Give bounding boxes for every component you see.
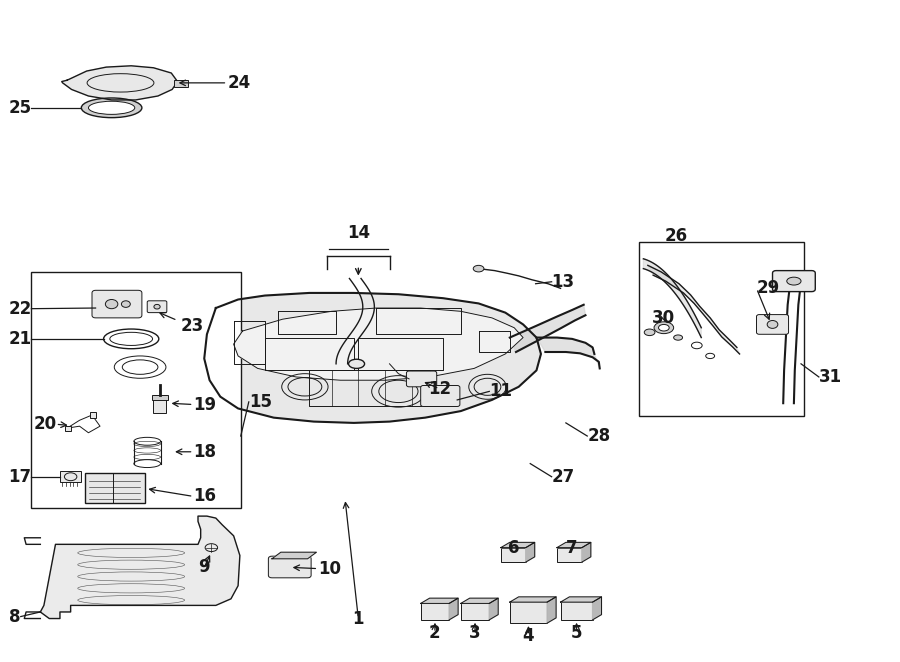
Text: 6: 6 [508, 539, 519, 557]
FancyBboxPatch shape [92, 291, 142, 318]
Bar [461, 604, 490, 620]
Text: 20: 20 [33, 415, 57, 433]
FancyBboxPatch shape [757, 314, 788, 334]
Polygon shape [40, 516, 240, 618]
Polygon shape [547, 597, 556, 623]
Bar [639, 242, 804, 416]
Polygon shape [644, 259, 701, 338]
Polygon shape [509, 305, 586, 352]
Text: 1: 1 [353, 610, 364, 628]
Text: 16: 16 [194, 487, 217, 505]
Text: 29: 29 [757, 279, 779, 297]
Polygon shape [420, 598, 458, 604]
Text: 14: 14 [346, 224, 370, 242]
Polygon shape [509, 597, 556, 602]
Polygon shape [592, 597, 601, 620]
Ellipse shape [105, 299, 118, 308]
Bar [557, 547, 582, 562]
Text: 23: 23 [180, 316, 203, 335]
Ellipse shape [81, 98, 142, 118]
Ellipse shape [767, 320, 778, 328]
Text: 28: 28 [588, 427, 610, 445]
Text: 5: 5 [571, 624, 582, 642]
Bar [85, 473, 146, 503]
Polygon shape [500, 542, 535, 547]
Polygon shape [62, 66, 177, 100]
Text: 18: 18 [194, 443, 217, 461]
Ellipse shape [654, 322, 674, 334]
Ellipse shape [122, 301, 130, 307]
Text: 7: 7 [565, 539, 577, 557]
Polygon shape [561, 597, 601, 602]
FancyBboxPatch shape [148, 301, 166, 312]
Polygon shape [526, 542, 535, 562]
Text: 8: 8 [9, 608, 21, 626]
Text: 4: 4 [523, 627, 535, 645]
Text: 2: 2 [429, 624, 441, 642]
Ellipse shape [644, 329, 655, 336]
Ellipse shape [659, 324, 670, 331]
Bar [154, 395, 166, 413]
Polygon shape [536, 338, 599, 369]
Text: 30: 30 [652, 309, 675, 327]
Ellipse shape [473, 265, 484, 272]
Polygon shape [234, 308, 523, 380]
Ellipse shape [154, 305, 160, 309]
Text: 17: 17 [8, 468, 32, 486]
Text: 22: 22 [8, 300, 32, 318]
Bar [500, 547, 526, 562]
Text: 25: 25 [8, 99, 32, 117]
Text: 11: 11 [490, 383, 512, 401]
Ellipse shape [787, 277, 801, 285]
Polygon shape [461, 598, 499, 604]
Text: 31: 31 [819, 368, 842, 386]
Polygon shape [557, 542, 590, 547]
Text: 3: 3 [469, 624, 481, 642]
Bar [90, 412, 95, 418]
Text: 10: 10 [319, 559, 341, 578]
Ellipse shape [674, 335, 682, 340]
Bar [152, 395, 167, 400]
Bar [60, 471, 81, 482]
Polygon shape [490, 598, 499, 620]
Text: 19: 19 [194, 395, 217, 414]
Text: 24: 24 [228, 74, 250, 92]
Polygon shape [449, 598, 458, 620]
FancyBboxPatch shape [772, 271, 815, 292]
Text: 12: 12 [428, 380, 451, 398]
Bar [32, 272, 241, 508]
Text: 27: 27 [552, 468, 575, 486]
Text: 13: 13 [552, 273, 575, 291]
FancyBboxPatch shape [407, 371, 436, 387]
Text: 26: 26 [665, 227, 688, 245]
FancyBboxPatch shape [420, 385, 460, 406]
Polygon shape [204, 293, 541, 423]
Polygon shape [582, 542, 590, 562]
Polygon shape [272, 552, 317, 559]
Text: 9: 9 [198, 558, 210, 577]
Bar [420, 604, 449, 620]
FancyBboxPatch shape [268, 556, 311, 578]
Text: 15: 15 [248, 393, 272, 411]
Bar [174, 80, 188, 87]
Polygon shape [648, 265, 740, 354]
Text: 21: 21 [8, 330, 32, 348]
Ellipse shape [88, 101, 135, 115]
Bar [66, 426, 70, 431]
Bar [509, 602, 547, 623]
Ellipse shape [348, 359, 364, 369]
Bar [561, 602, 592, 620]
